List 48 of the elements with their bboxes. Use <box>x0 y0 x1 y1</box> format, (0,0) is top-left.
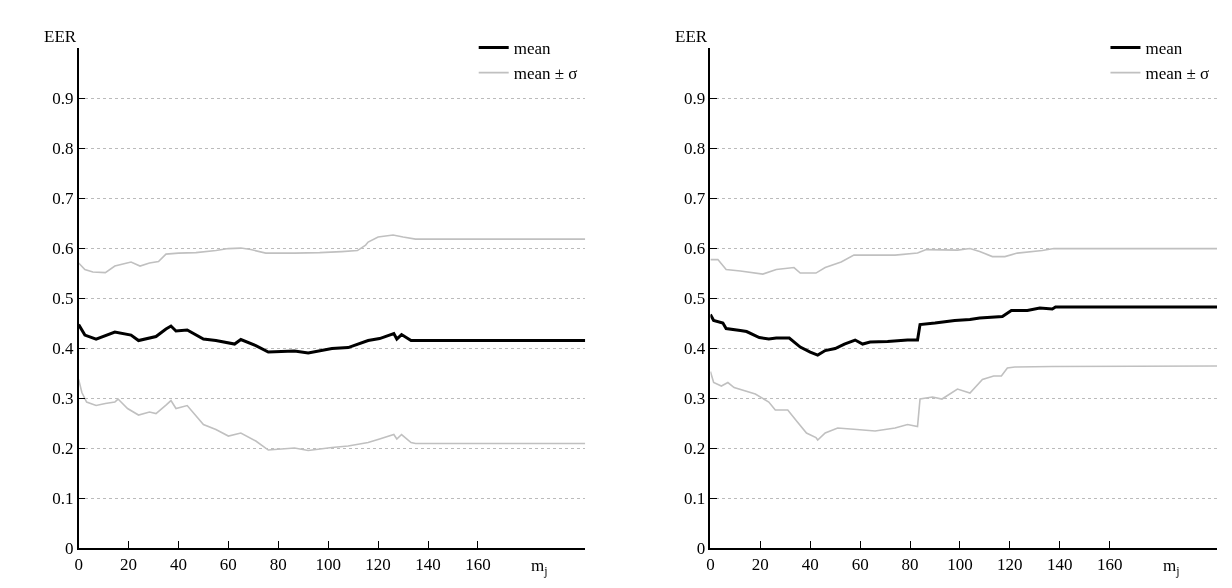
x-tick-label: 20 <box>751 555 769 575</box>
line-series <box>78 234 586 274</box>
x-tick-label: 140 <box>1047 555 1073 575</box>
y-tick-label: 0.2 <box>684 438 706 458</box>
y-tick-label: 0 <box>64 538 74 558</box>
x-axis-title: m$_{j}$ <box>1163 556 1180 578</box>
y-tick-label: 0.8 <box>52 139 74 159</box>
y-tick-label: 0.2 <box>52 438 74 458</box>
legend-label: mean <box>1145 39 1183 59</box>
legend-label: mean <box>513 39 552 59</box>
x-tick-label: 100 <box>315 555 341 575</box>
y-tick-label: 0.9 <box>684 89 706 109</box>
y-tick-label: 0.4 <box>52 339 74 358</box>
x-tick-label: 160 <box>465 555 491 575</box>
y-tick-label: 0.1 <box>52 488 74 508</box>
x-tick-label: 60 <box>219 555 237 575</box>
y-tick-label: 0.7 <box>52 189 74 209</box>
y-tick-label: 0.6 <box>52 239 74 259</box>
x-tick-label: 20 <box>120 555 138 575</box>
y-tick-label: 0.5 <box>684 289 706 309</box>
y-axis-title: EER <box>675 27 708 46</box>
x-tick-label: 100 <box>947 555 973 575</box>
legend-label: mean ± σ <box>513 64 578 84</box>
y-axis-title: EER <box>44 27 77 46</box>
y-tick-label: 0.5 <box>52 289 74 309</box>
line-series <box>78 378 586 452</box>
x-axis-title: m$_{j}$ <box>531 556 548 578</box>
x-tick-label: 120 <box>365 555 391 575</box>
y-tick-label: 0.3 <box>684 388 706 408</box>
y-tick-label: 0.8 <box>684 139 706 159</box>
x-tick-label: 60 <box>851 555 869 575</box>
y-tick-label: 0.9 <box>52 89 74 109</box>
line-series <box>710 365 1217 441</box>
y-tick-label: 0.7 <box>684 189 706 209</box>
x-tick-label: 120 <box>997 555 1023 575</box>
y-tick-label: 0 <box>696 538 706 558</box>
x-tick-label: 40 <box>801 555 819 575</box>
x-tick-label: 80 <box>901 555 919 575</box>
legend-label: mean ± σ <box>1145 64 1210 84</box>
x-tick-label: 140 <box>415 555 441 575</box>
line-series <box>710 247 1217 275</box>
x-tick-label: 160 <box>1096 555 1123 575</box>
y-tick-label: 0.6 <box>684 239 706 259</box>
y-tick-label: 0.4 <box>684 339 706 358</box>
y-tick-label: 0.1 <box>684 488 706 508</box>
x-tick-label: 40 <box>169 555 187 575</box>
x-tick-label: 80 <box>269 555 287 575</box>
y-tick-label: 0.3 <box>52 388 74 408</box>
